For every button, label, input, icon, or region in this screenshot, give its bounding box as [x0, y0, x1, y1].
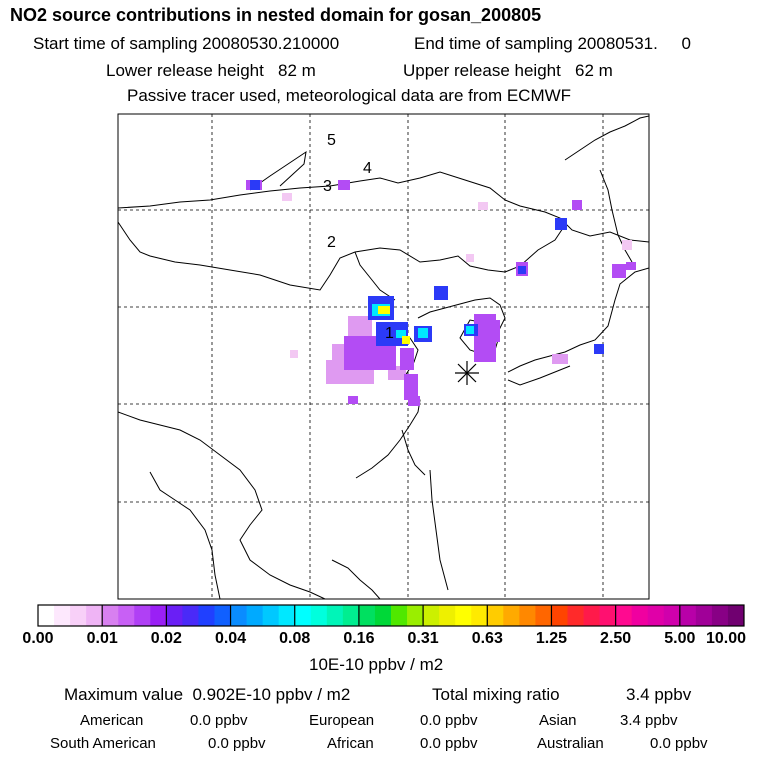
colorbar-unit: 10E-10 ppbv / m2: [309, 655, 444, 674]
plume-cores-yellow: [378, 306, 410, 344]
colorbar-cell: [342, 605, 360, 626]
lower-release-label: Lower release height 82 m: [106, 61, 316, 80]
region-value-american: 0.0 ppbv: [190, 712, 248, 729]
colorbar-cell: [230, 605, 247, 626]
colorbar-cell: [294, 605, 312, 626]
region-value-australian: 0.0 ppbv: [650, 735, 708, 752]
region-numbers: 1 2 3 4 5: [323, 132, 394, 342]
upper-release-label: Upper release height 62 m: [403, 61, 613, 80]
colorbar-cell: [711, 605, 729, 626]
colorbar-cell: [631, 605, 649, 626]
colorbar-tick-label: 2.50: [600, 630, 632, 647]
colorbar-cell: [583, 605, 600, 626]
region-name-american: American: [80, 712, 144, 729]
colorbar-cell: [599, 605, 617, 626]
colorbar-cell: [166, 605, 183, 626]
colorbar-cell: [647, 605, 665, 626]
region-name-south-american: South American: [50, 735, 156, 752]
colorbar-tick-label: 0.01: [86, 630, 118, 647]
start-time-label: Start time of sampling 20080530.210000: [33, 34, 340, 53]
colorbar-cell: [198, 605, 215, 626]
colorbar-cell: [407, 605, 424, 626]
page-title: NO2 source contributions in nested domai…: [10, 5, 542, 25]
colorbar-cell: [326, 605, 344, 626]
region-value-european: 0.0 ppbv: [420, 712, 478, 729]
colorbar-cell: [423, 605, 440, 626]
colorbar-cell: [727, 605, 745, 626]
region-name-australian: Australian: [537, 735, 604, 752]
colorbar-tick-label: 5.00: [664, 630, 696, 647]
colorbar-cell: [118, 605, 135, 626]
region-label-3: 3: [323, 178, 332, 195]
asterisk-icon: [455, 361, 479, 385]
region-value-african: 0.0 ppbv: [420, 735, 478, 752]
colorbar-tick-label: 0.04: [214, 630, 247, 647]
colorbar-tick-label: 0.16: [343, 630, 375, 647]
colorbar-cell: [278, 605, 296, 626]
colorbar-cell: [102, 605, 119, 626]
region-value-asian: 3.4 ppbv: [620, 712, 678, 729]
region-name-european: European: [309, 712, 375, 729]
region-name-asian: Asian: [539, 712, 577, 729]
colorbar-cell: [519, 605, 536, 626]
colorbar-cell: [246, 605, 264, 626]
region-label-4: 4: [363, 160, 372, 177]
total-mixing-ratio-label: Total mixing ratio: [432, 685, 560, 704]
region-label-2: 2: [327, 234, 336, 251]
colorbar-cell: [487, 605, 504, 626]
colorbar-tick-label: 0.08: [279, 630, 311, 647]
colorbar-cell: [551, 605, 568, 626]
colorbar-cell: [70, 605, 87, 626]
colorbar-tick-label: 1.25: [535, 630, 568, 647]
colorbar-cell: [262, 605, 280, 626]
colorbar-cell: [134, 605, 151, 626]
colorbar-cell: [695, 605, 713, 626]
colorbar-cell: [38, 605, 55, 626]
colorbar-cell: [567, 605, 584, 626]
end-time-label: End time of sampling 20080531. 0: [414, 34, 691, 53]
region-label-1: 1: [385, 325, 394, 342]
colorbar-cell: [54, 605, 71, 626]
colorbar-tick-label: 10.00: [705, 630, 747, 647]
colorbar-border: [37, 604, 745, 627]
region-label-5: 5: [327, 132, 336, 149]
colorbar-tick-label: 0.02: [150, 630, 182, 647]
max-value-label: Maximum value 0.902E-10 ppbv / m2: [64, 685, 351, 704]
colorbar-cell: [503, 605, 520, 626]
colorbar-tick-label: 0.00: [22, 630, 54, 647]
colorbar-cell: [615, 605, 633, 626]
colorbar-cell: [214, 605, 231, 626]
colorbar: [37, 604, 745, 627]
colorbar-cell: [471, 605, 488, 626]
colorbar-cell: [358, 605, 376, 626]
colorbar-cell: [535, 605, 552, 626]
colorbar-cell: [374, 605, 392, 626]
colorbar-tick-label: 0.63: [471, 630, 503, 647]
region-value-south-american: 0.0 ppbv: [208, 735, 266, 752]
colorbar-cell: [439, 605, 456, 626]
colorbar-cell: [663, 605, 681, 626]
colorbar-cell: [182, 605, 199, 626]
colorbar-cell: [391, 605, 408, 626]
plume-light: [282, 193, 632, 358]
colorbar-cell: [86, 605, 103, 626]
colorbar-cell: [455, 605, 472, 626]
colorbar-cell: [679, 605, 697, 626]
total-mixing-ratio-value: 3.4 ppbv: [626, 685, 692, 704]
colorbar-cell: [310, 605, 328, 626]
colorbar-tick-label: 0.31: [407, 630, 439, 647]
source-contribution-map: 1 2 3 4 5: [117, 113, 650, 600]
colorbar-cells: [38, 605, 745, 626]
region-name-african: African: [327, 735, 374, 752]
colorbar-cell: [150, 605, 167, 626]
tracer-note: Passive tracer used, meteorological data…: [127, 86, 572, 105]
